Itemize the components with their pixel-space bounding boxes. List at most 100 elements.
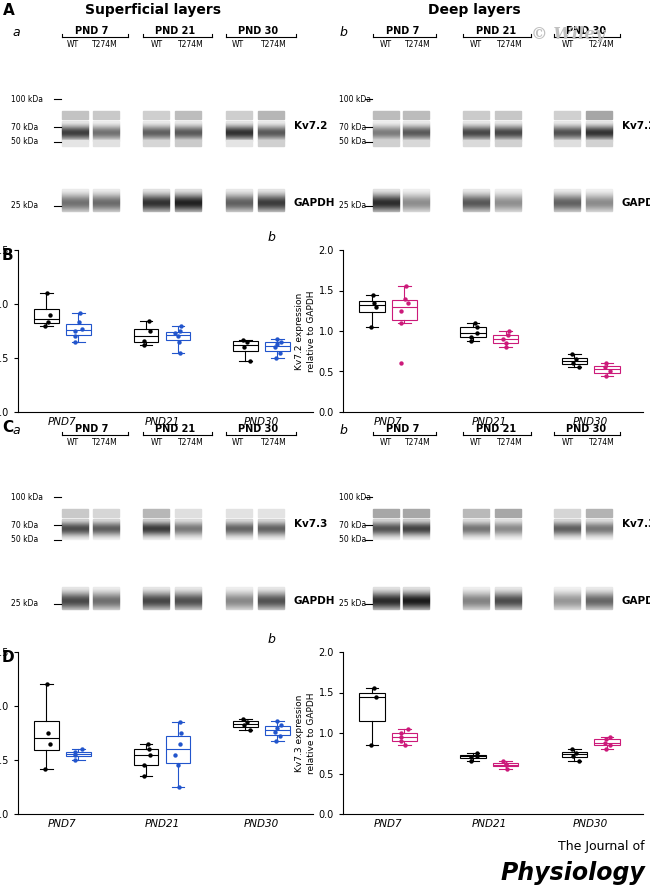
Bar <box>93 603 119 604</box>
Point <box>139 769 150 783</box>
Bar <box>463 209 489 210</box>
Bar <box>93 139 119 140</box>
Bar <box>93 121 119 122</box>
Bar <box>62 123 88 124</box>
Bar <box>143 132 169 133</box>
Bar <box>554 598 580 599</box>
Bar <box>93 135 119 136</box>
Bar <box>93 520 119 521</box>
Bar <box>93 590 119 591</box>
Bar <box>463 601 489 602</box>
Bar <box>226 111 252 119</box>
Bar <box>226 132 252 133</box>
Bar <box>554 196 580 197</box>
Bar <box>373 129 399 130</box>
Bar <box>554 603 580 604</box>
Bar <box>258 131 284 132</box>
Bar <box>93 532 119 533</box>
Bar <box>554 600 580 601</box>
Bar <box>463 519 489 520</box>
Bar <box>143 135 169 136</box>
Text: PND 21: PND 21 <box>476 26 516 36</box>
Bar <box>93 534 119 535</box>
Bar <box>403 208 429 209</box>
Bar <box>463 121 489 122</box>
Bar <box>554 192 580 193</box>
Bar <box>143 199 169 200</box>
Point <box>239 719 249 733</box>
Bar <box>403 128 429 129</box>
Bar <box>226 190 252 191</box>
Bar <box>62 597 88 598</box>
Text: Kv7.3: Kv7.3 <box>294 519 328 529</box>
Bar <box>463 530 489 531</box>
Bar <box>226 122 252 123</box>
Bar <box>495 605 521 606</box>
Bar <box>463 140 489 146</box>
Bar <box>258 132 284 133</box>
Bar <box>373 592 399 593</box>
Bar <box>586 534 612 535</box>
Bar <box>93 537 119 538</box>
Bar <box>373 528 399 529</box>
Bar <box>62 203 88 204</box>
Bar <box>143 125 169 126</box>
Bar <box>226 605 252 606</box>
Bar <box>175 528 201 529</box>
Bar <box>403 206 429 207</box>
Bar <box>463 538 489 539</box>
Bar <box>62 535 88 536</box>
Bar <box>554 531 580 532</box>
Bar <box>463 203 489 204</box>
Bar <box>495 124 521 125</box>
Text: WT: WT <box>232 40 244 49</box>
Point <box>271 351 281 365</box>
Bar <box>226 528 252 529</box>
PathPatch shape <box>265 342 290 351</box>
Bar <box>403 588 429 589</box>
Bar <box>143 608 169 609</box>
Bar <box>586 190 612 191</box>
Bar <box>143 140 169 141</box>
Bar <box>226 520 252 521</box>
Bar <box>586 137 612 138</box>
Bar <box>554 136 580 137</box>
Text: T274M: T274M <box>261 40 287 49</box>
Bar <box>554 527 580 528</box>
Bar <box>93 538 119 539</box>
Bar <box>403 593 429 594</box>
Bar <box>495 205 521 206</box>
Bar <box>93 605 119 606</box>
Bar <box>93 204 119 205</box>
Point <box>502 762 512 776</box>
Bar <box>143 210 169 211</box>
Bar <box>495 535 521 536</box>
Bar <box>586 599 612 600</box>
Bar <box>226 536 252 537</box>
Bar <box>554 526 580 527</box>
Bar <box>175 594 201 595</box>
Bar <box>463 139 489 140</box>
Bar <box>93 597 119 598</box>
Bar <box>373 199 399 200</box>
Bar <box>93 140 119 146</box>
Bar <box>143 195 169 196</box>
Bar <box>373 602 399 603</box>
Bar <box>554 198 580 199</box>
Bar <box>93 208 119 209</box>
Bar <box>403 531 429 532</box>
Bar <box>403 196 429 197</box>
Bar <box>175 597 201 598</box>
PathPatch shape <box>562 752 587 758</box>
Bar <box>143 596 169 597</box>
Bar <box>403 587 429 588</box>
Bar <box>175 196 201 197</box>
Bar <box>93 602 119 603</box>
Bar <box>373 603 399 604</box>
Point <box>567 346 577 361</box>
Bar <box>586 138 612 139</box>
Bar <box>226 195 252 196</box>
Bar <box>403 205 429 206</box>
Text: T274M: T274M <box>92 40 118 49</box>
Bar <box>463 193 489 194</box>
